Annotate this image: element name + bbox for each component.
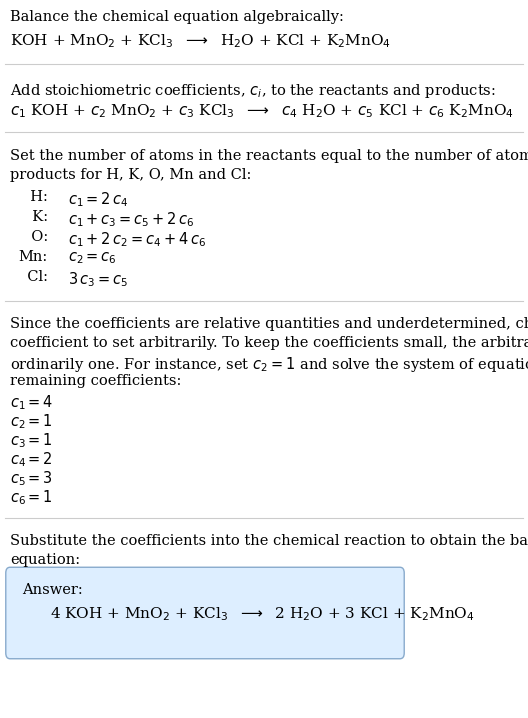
FancyBboxPatch shape [6,567,404,658]
Text: equation:: equation: [10,553,80,567]
Text: Cl:: Cl: [18,270,48,284]
Text: $c_3 = 1$: $c_3 = 1$ [10,431,53,449]
Text: $c_1$ KOH + $c_2$ MnO$_2$ + $c_3$ KCl$_3$  $\longrightarrow$  $c_4$ H$_2$O + $c_: $c_1$ KOH + $c_2$ MnO$_2$ + $c_3$ KCl$_3… [10,102,514,120]
Text: $c_6 = 1$: $c_6 = 1$ [10,488,53,507]
Text: H:: H: [21,190,48,204]
Text: $c_1 = 2\,c_4$: $c_1 = 2\,c_4$ [68,190,129,209]
Text: Answer:: Answer: [22,583,83,597]
Text: Set the number of atoms in the reactants equal to the number of atoms in the: Set the number of atoms in the reactants… [10,149,528,163]
Text: $c_4 = 2$: $c_4 = 2$ [10,450,53,469]
Text: $3\,c_3 = c_5$: $3\,c_3 = c_5$ [68,270,128,289]
Text: O:: O: [22,230,48,244]
Text: $c_1 + c_3 = c_5 + 2\,c_6$: $c_1 + c_3 = c_5 + 2\,c_6$ [68,210,194,229]
Text: $c_5 = 3$: $c_5 = 3$ [10,469,53,488]
Text: remaining coefficients:: remaining coefficients: [10,374,182,388]
Text: $c_1 = 4$: $c_1 = 4$ [10,393,53,411]
Text: KOH + MnO$_2$ + KCl$_3$  $\longrightarrow$  H$_2$O + KCl + K$_2$MnO$_4$: KOH + MnO$_2$ + KCl$_3$ $\longrightarrow… [10,32,391,50]
Text: 4 KOH + MnO$_2$ + KCl$_3$  $\longrightarrow$  2 H$_2$O + 3 KCl + K$_2$MnO$_4$: 4 KOH + MnO$_2$ + KCl$_3$ $\longrightarr… [50,605,475,623]
Text: $c_2 = c_6$: $c_2 = c_6$ [68,250,117,266]
Text: ordinarily one. For instance, set $c_2 = 1$ and solve the system of equations fo: ordinarily one. For instance, set $c_2 =… [10,355,528,374]
Text: K:: K: [23,210,48,224]
Text: Since the coefficients are relative quantities and underdetermined, choose a: Since the coefficients are relative quan… [10,317,528,331]
Text: Mn:: Mn: [19,250,48,264]
Text: Substitute the coefficients into the chemical reaction to obtain the balanced: Substitute the coefficients into the che… [10,534,528,548]
Text: products for H, K, O, Mn and Cl:: products for H, K, O, Mn and Cl: [10,168,251,182]
Text: coefficient to set arbitrarily. To keep the coefficients small, the arbitrary va: coefficient to set arbitrarily. To keep … [10,336,528,350]
Text: $c_1 + 2\,c_2 = c_4 + 4\,c_6$: $c_1 + 2\,c_2 = c_4 + 4\,c_6$ [68,230,206,248]
Text: $c_2 = 1$: $c_2 = 1$ [10,412,53,431]
Text: Balance the chemical equation algebraically:: Balance the chemical equation algebraica… [10,10,344,24]
Text: Add stoichiometric coefficients, $c_i$, to the reactants and products:: Add stoichiometric coefficients, $c_i$, … [10,82,496,100]
